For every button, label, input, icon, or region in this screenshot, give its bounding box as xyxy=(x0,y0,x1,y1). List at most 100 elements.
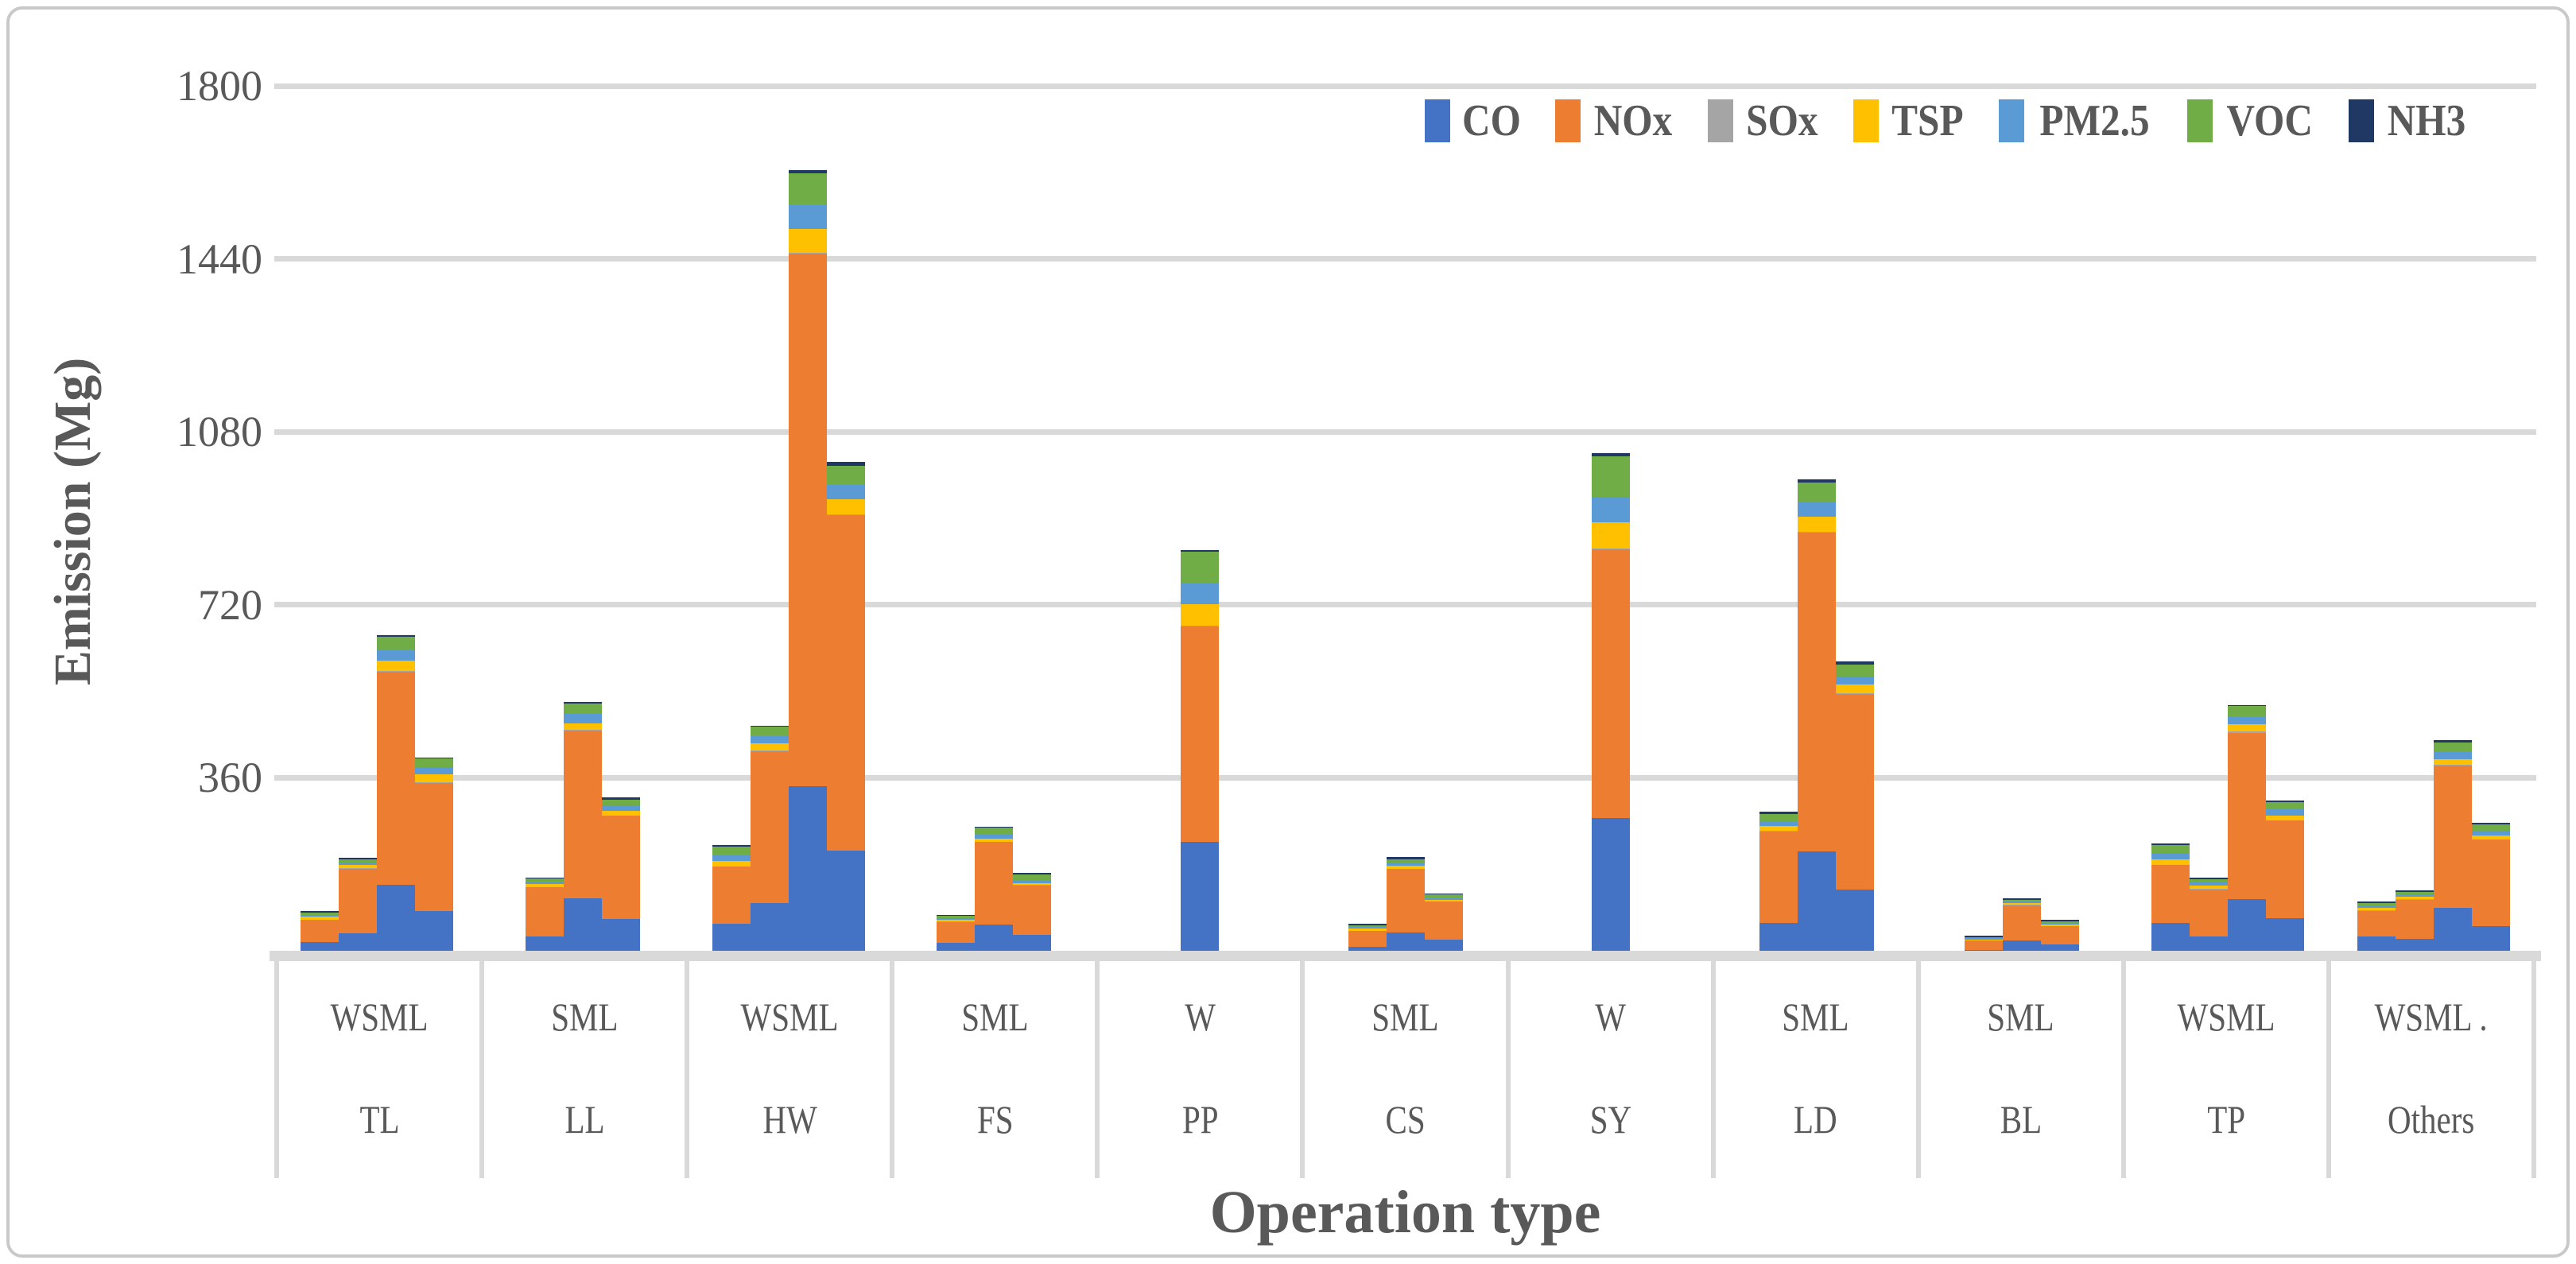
bar-segment-SOx xyxy=(2266,820,2305,821)
bar-segment-NOx xyxy=(339,868,378,934)
category-operation-label: TL xyxy=(359,1096,400,1142)
bar-segment-SOx xyxy=(2041,925,2080,927)
bar-segment-VOC xyxy=(339,859,378,863)
bar-segment-SOx xyxy=(1013,885,1052,886)
bar-segment-TSP xyxy=(1835,684,1874,694)
bar-segment-NOx xyxy=(1759,831,1798,923)
bar-segment-CO xyxy=(2151,922,2190,951)
bar-segment-SOx xyxy=(2190,889,2229,890)
bar-segment-CO xyxy=(1348,947,1387,951)
gridline-360 xyxy=(274,774,2536,781)
bar-segment-SOx xyxy=(2395,899,2434,900)
bar-segment-VOC xyxy=(563,704,602,715)
stacked-bar-Others-S xyxy=(2395,890,2434,951)
bar-segment-VOC xyxy=(1592,456,1631,497)
category-operation-label: CS xyxy=(1385,1096,1426,1142)
category-size-label: SML xyxy=(961,994,1029,1039)
stacked-bar-FS-S xyxy=(937,914,976,951)
bar-segment-NOx xyxy=(2190,889,2229,936)
bar-segment-PM2.5 xyxy=(1424,897,1463,900)
stacked-bar-TL-L xyxy=(415,758,454,951)
legend-label: PM2.5 xyxy=(2039,96,2150,145)
bar-segment-CO xyxy=(2471,926,2510,951)
bar-segment-NOx xyxy=(826,515,865,851)
bar-segment-VOC xyxy=(2151,845,2190,853)
category-operation-label: SY xyxy=(1589,1096,1631,1142)
bar-segment-SOx xyxy=(525,886,564,888)
bar-segment-NH3 xyxy=(1424,893,1463,895)
bar-segment-CO xyxy=(826,850,865,951)
bar-segment-PM2.5 xyxy=(1386,863,1425,867)
legend-item-SOx: SOx xyxy=(1708,95,1823,146)
category-TL: WSML TL xyxy=(274,951,479,1178)
bar-segment-NOx xyxy=(1835,693,1874,890)
bar-segment-CO xyxy=(1013,935,1052,951)
bar-segment-NOx xyxy=(1592,549,1631,819)
category-PP: W PP xyxy=(1095,951,1300,1178)
bar-segment-PM2.5 xyxy=(339,862,378,865)
bar-segment-CO xyxy=(1386,932,1425,951)
bar-segment-NH3 xyxy=(1592,453,1631,457)
bar-segment-VOC xyxy=(1386,859,1425,864)
bar-segment-NOx xyxy=(1348,931,1387,948)
bar-segment-VOC xyxy=(1835,665,1874,677)
stacked-bar-SY-W xyxy=(1592,453,1631,951)
bar-segment-TSP xyxy=(937,920,976,922)
bar-segment-VOC xyxy=(1180,552,1219,584)
x-axis-category-area: WSML TL SML LL WSML HW SML FS W PP SML CS W SY SML LD SM… xyxy=(274,951,2536,1178)
bar-segment-VOC xyxy=(712,846,751,855)
bar-segment-TSP xyxy=(2151,859,2190,865)
bar-segment-CO xyxy=(2003,940,2042,951)
category-size-label: WSML . xyxy=(2374,994,2488,1039)
bar-segment-CO xyxy=(2266,917,2305,951)
legend-item-CO: CO xyxy=(1425,95,1525,146)
stacked-bar-HW-W xyxy=(712,845,751,951)
category-size-label: SML xyxy=(1371,994,1439,1039)
bar-segment-NH3 xyxy=(2433,740,2472,743)
legend-label: SOx xyxy=(1746,96,1818,145)
y-tick-1440: 1440 xyxy=(177,235,262,283)
bar-segment-SOx xyxy=(415,781,454,784)
bar-segment-NOx xyxy=(712,867,751,924)
bar-group-PP xyxy=(1097,86,1303,951)
bar-segment-SOx xyxy=(2151,864,2190,866)
bar-segment-VOC xyxy=(377,636,416,651)
category-size-label: W xyxy=(1595,994,1626,1039)
bar-segment-TSP xyxy=(975,838,1014,842)
bar-segment-PM2.5 xyxy=(712,855,751,861)
category-size-label: SML xyxy=(1987,994,2054,1039)
legend-label: TSP xyxy=(1891,96,1964,145)
category-Others: WSML . Others xyxy=(2326,951,2531,1178)
legend-item-VOC: VOC xyxy=(2186,95,2318,146)
bar-segment-NH3 xyxy=(2266,800,2305,802)
category-LL: SML LL xyxy=(479,951,685,1178)
bar-segment-VOC xyxy=(975,828,1014,835)
bar-group-LD xyxy=(1713,86,1919,951)
bar-segment-CO xyxy=(975,924,1014,951)
category-operation-label: PP xyxy=(1181,1096,1219,1142)
bar-segment-NOx xyxy=(2395,899,2434,939)
bar-segment-NH3 xyxy=(1835,661,1874,665)
bar-segment-PM2.5 xyxy=(301,914,339,917)
bar-segment-SOx xyxy=(1835,693,1874,694)
bar-segment-VOC xyxy=(937,915,976,918)
bar-segment-SOx xyxy=(750,750,789,752)
bar-segment-NH3 xyxy=(1759,811,1798,814)
stacked-bar-TP-W xyxy=(2151,843,2190,951)
bar-segment-NH3 xyxy=(826,461,865,466)
bar-segment-VOC xyxy=(2003,899,2042,901)
category-operation-label: HW xyxy=(762,1096,817,1142)
bar-segment-VOC xyxy=(525,878,564,882)
bar-group-HW xyxy=(685,86,891,951)
legend-swatch-VOC xyxy=(2186,99,2213,142)
category-BL: SML BL xyxy=(1915,951,2121,1178)
bar-segment-PM2.5 xyxy=(2041,923,2080,925)
bar-segment-CO xyxy=(1424,939,1463,951)
bar-segment-CO xyxy=(301,942,339,951)
legend-item-NH3: NH3 xyxy=(2349,95,2471,146)
bar-segment-NH3 xyxy=(2395,890,2434,893)
bar-segment-TSP xyxy=(1180,604,1219,626)
category-CS: SML CS xyxy=(1300,951,1505,1178)
bar-segment-PM2.5 xyxy=(2228,716,2267,725)
bar-segment-CO xyxy=(712,923,751,951)
